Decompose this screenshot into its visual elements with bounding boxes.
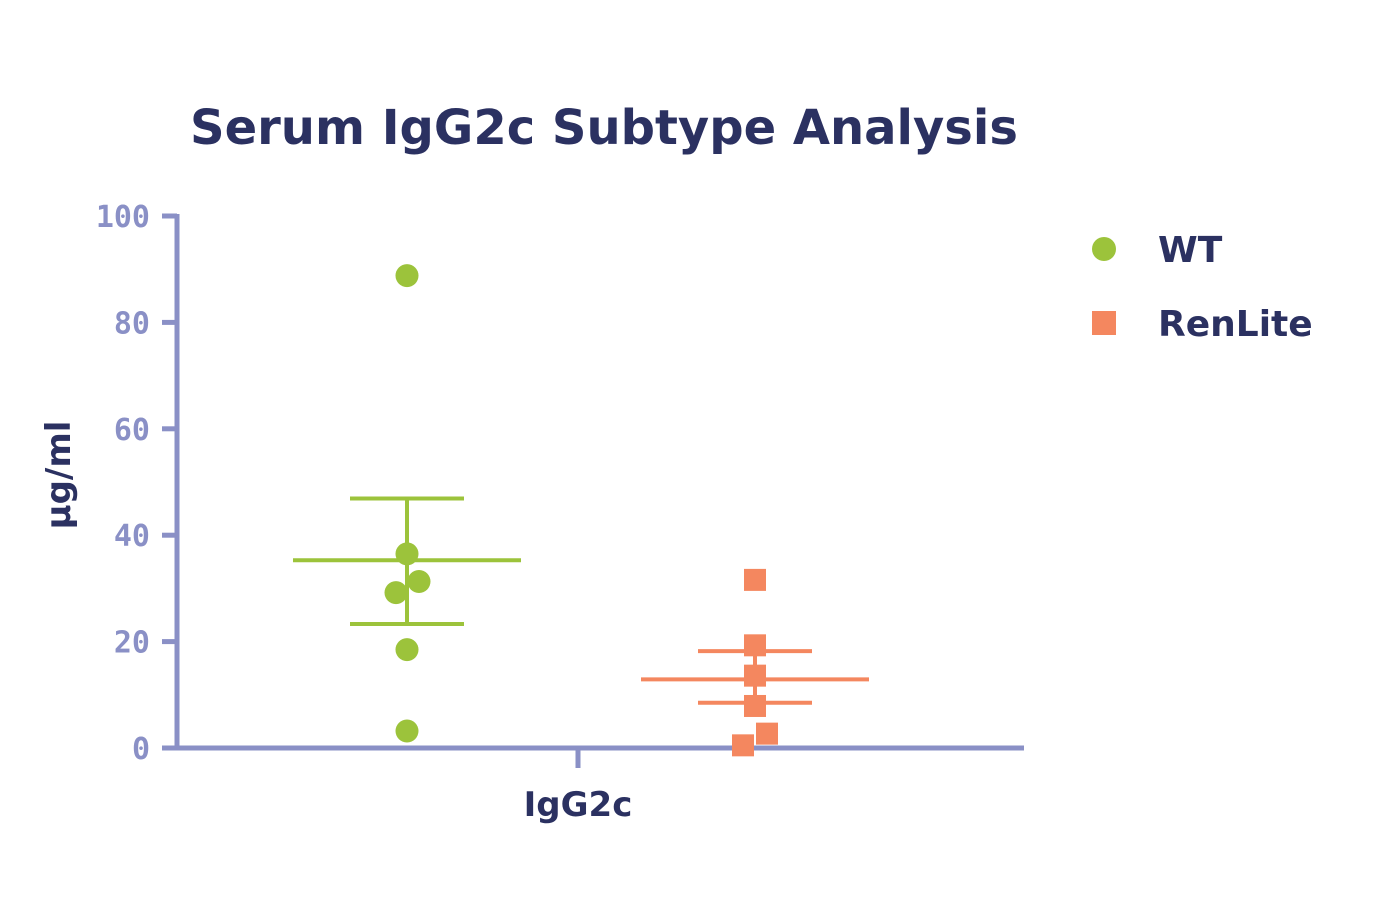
x-axis-label: IgG2c — [524, 785, 633, 825]
series-renlite — [641, 568, 869, 757]
legend-marker — [1092, 237, 1116, 261]
data-series — [293, 264, 869, 757]
y-tick-label: 100 — [96, 200, 150, 235]
data-point — [395, 638, 419, 662]
data-point — [756, 722, 778, 745]
y-tick-label: 60 — [114, 413, 150, 448]
data-point — [384, 581, 408, 605]
series-wt — [293, 264, 521, 743]
data-point — [732, 734, 754, 757]
y-axis-ticks: 0 20 40 60 80 100 — [96, 200, 177, 767]
y-tick-label: 80 — [114, 306, 150, 341]
legend-item-renlite: RenLite — [1092, 304, 1313, 345]
legend-label: RenLite — [1158, 304, 1313, 345]
legend-marker — [1092, 311, 1116, 335]
data-point — [744, 664, 766, 687]
legend: WT RenLite — [1092, 230, 1313, 345]
chart-title: Serum IgG2c Subtype Analysis — [190, 100, 1018, 156]
legend-label: WT — [1158, 230, 1223, 271]
y-axis-label: µg/ml — [39, 421, 79, 530]
data-point — [744, 634, 766, 657]
y-tick-label: 40 — [114, 519, 150, 554]
data-point — [744, 694, 766, 717]
legend-item-wt: WT — [1092, 230, 1223, 271]
data-point — [744, 568, 766, 591]
y-tick-label: 0 — [132, 732, 150, 767]
y-tick-label: 20 — [114, 626, 150, 661]
data-point — [395, 719, 419, 743]
data-point — [407, 569, 431, 593]
data-point — [395, 542, 419, 566]
data-point — [395, 264, 419, 288]
